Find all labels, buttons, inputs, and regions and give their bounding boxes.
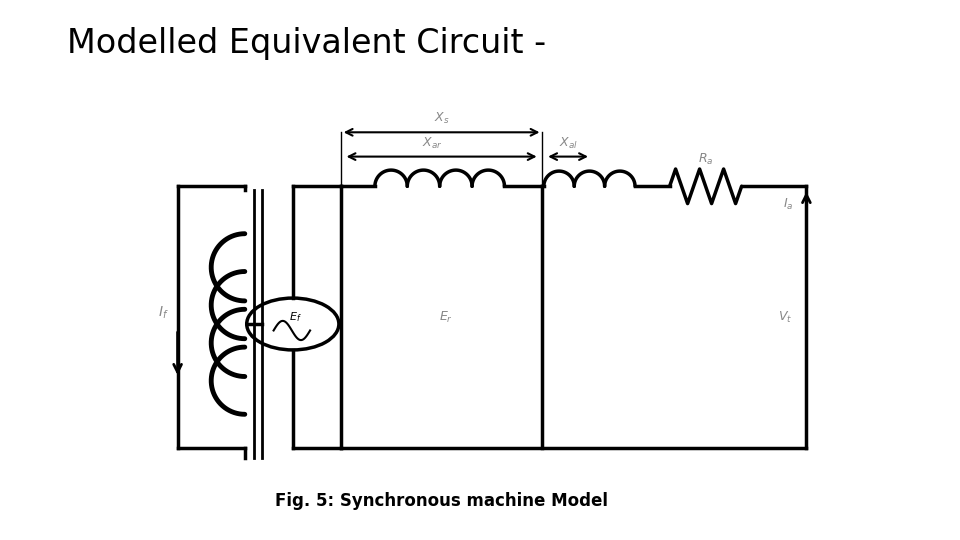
Text: $E_r$: $E_r$ <box>440 310 453 325</box>
Text: $I_f$: $I_f$ <box>157 305 169 321</box>
Text: $I_a$: $I_a$ <box>783 197 794 212</box>
Text: $R_a$: $R_a$ <box>698 152 713 167</box>
Text: Fig. 5: Synchronous machine Model: Fig. 5: Synchronous machine Model <box>276 492 608 510</box>
Text: Modelled Equivalent Circuit -: Modelled Equivalent Circuit - <box>67 27 546 60</box>
Text: $X_{al}$: $X_{al}$ <box>559 136 578 151</box>
Text: $X_s$: $X_s$ <box>434 111 449 126</box>
Text: $E_f$: $E_f$ <box>289 310 302 325</box>
Text: $X_{ar}$: $X_{ar}$ <box>421 136 443 151</box>
Text: $V_t$: $V_t$ <box>778 310 792 325</box>
